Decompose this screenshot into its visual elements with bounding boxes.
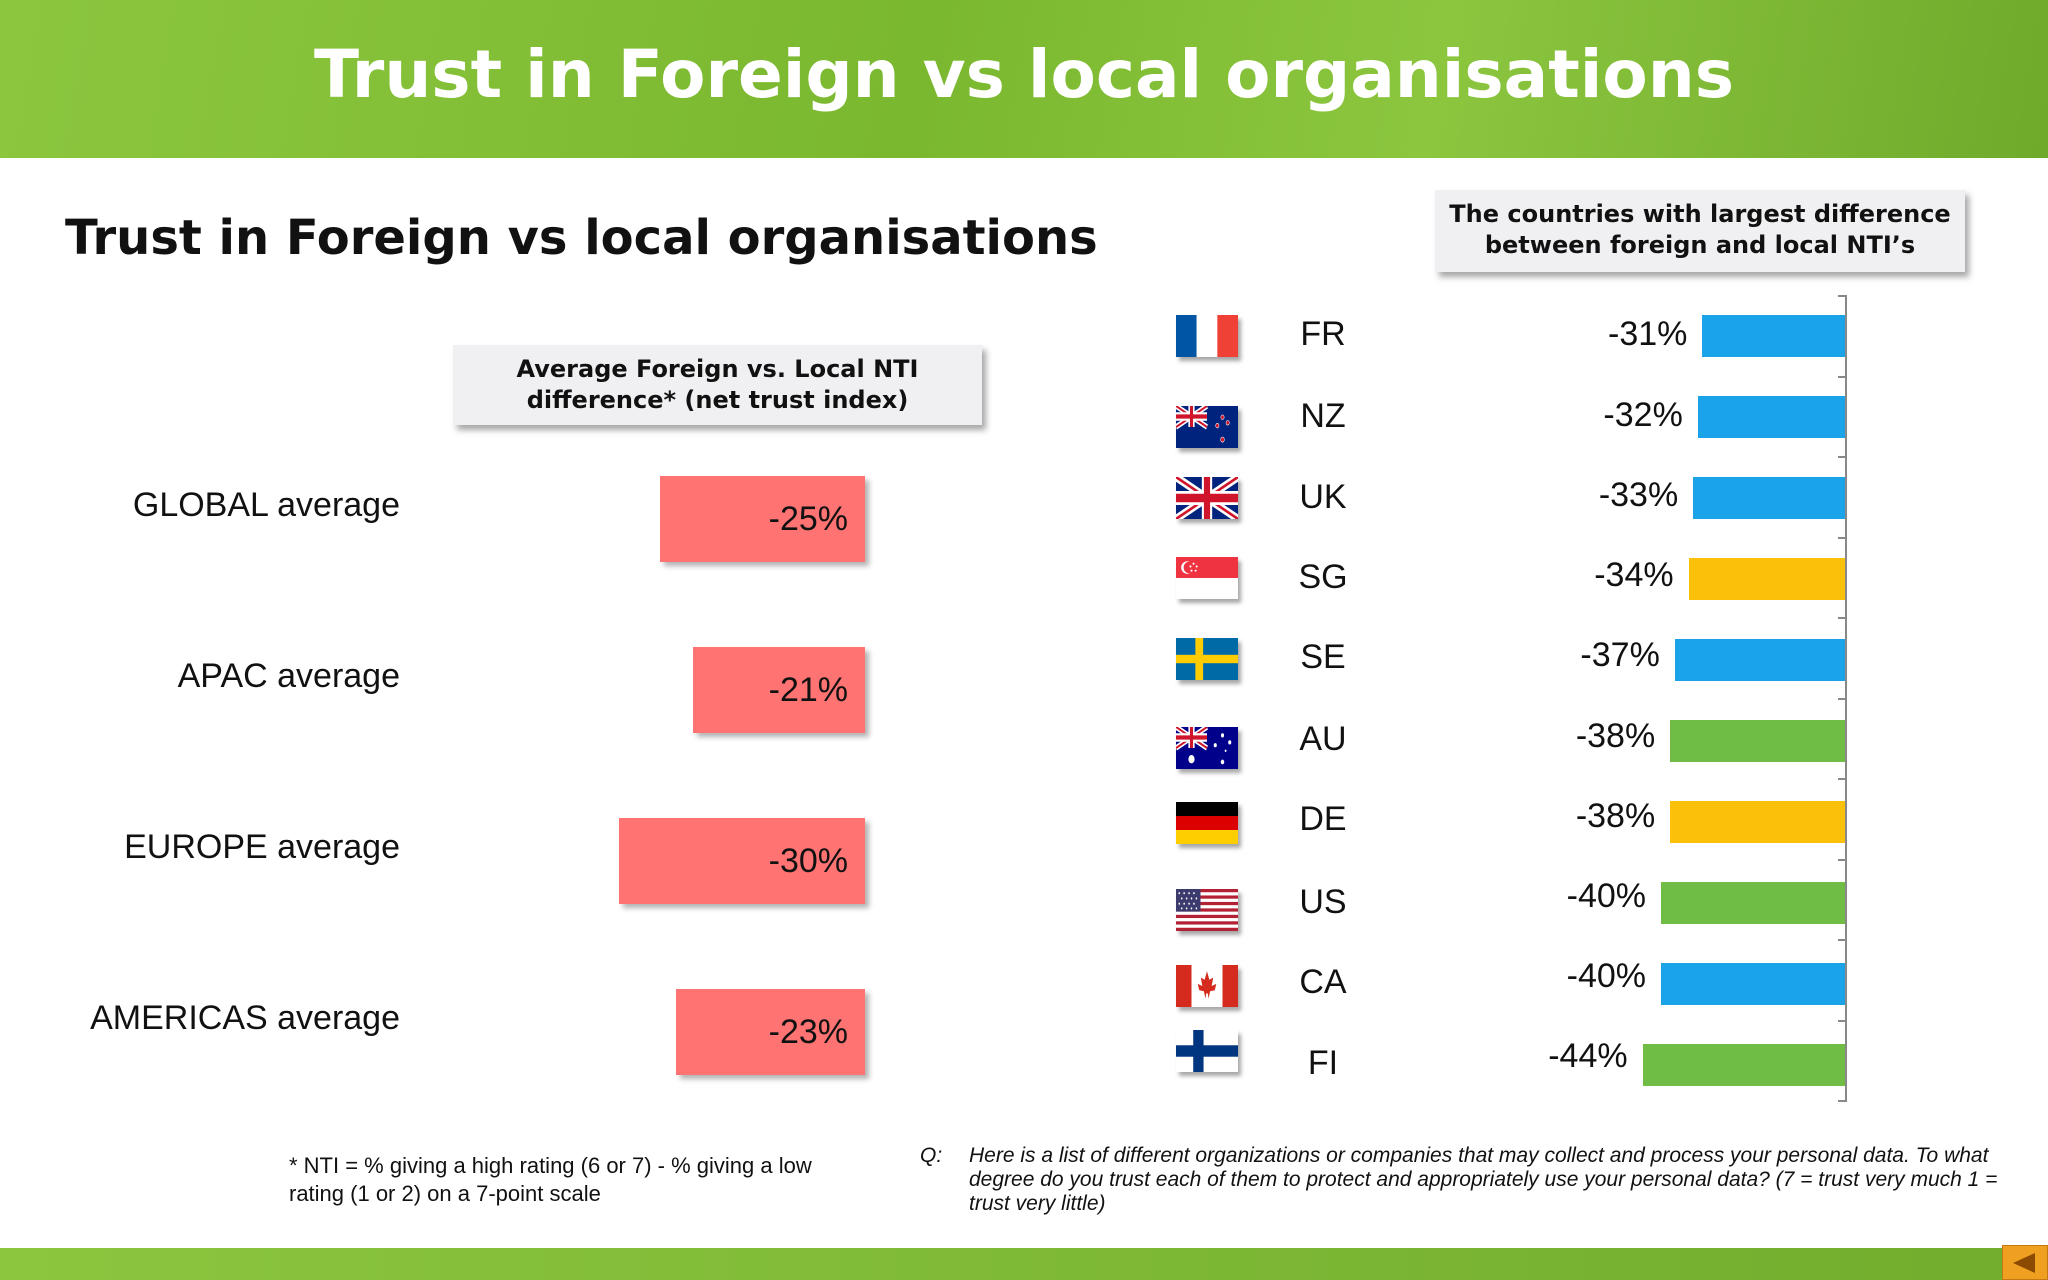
region-bar bbox=[619, 818, 865, 904]
country-code: UK bbox=[1299, 478, 1347, 516]
axis-tick bbox=[1838, 456, 1847, 458]
country-bar bbox=[1670, 720, 1845, 762]
previous-slide-button[interactable] bbox=[2002, 1245, 2048, 1280]
sweden-flag-icon bbox=[1176, 638, 1238, 680]
region-value-label: -25% bbox=[768, 500, 848, 538]
country-bar bbox=[1674, 639, 1845, 681]
country-bar bbox=[1670, 801, 1845, 843]
regional-callout-line1: Average Foreign vs. Local NTI bbox=[516, 355, 919, 383]
country-callout-line1: The countries with largest difference bbox=[1449, 200, 1951, 228]
country-bar bbox=[1642, 1044, 1845, 1086]
country-code: SG bbox=[1298, 558, 1348, 596]
finland-flag-icon bbox=[1176, 1030, 1238, 1072]
country-code: DE bbox=[1299, 800, 1347, 838]
country-bar bbox=[1697, 396, 1845, 438]
country-bar bbox=[1661, 963, 1845, 1005]
canada-flag-icon bbox=[1176, 965, 1238, 1007]
axis-tick bbox=[1838, 295, 1847, 297]
axis-tick bbox=[1838, 536, 1847, 539]
country-code: AU bbox=[1299, 720, 1347, 758]
question-label: Q: bbox=[920, 1144, 943, 1167]
region-bar bbox=[692, 647, 865, 733]
region-value-label: -21% bbox=[768, 671, 848, 709]
regional-callout-line2: difference* (net trust index) bbox=[526, 386, 909, 414]
region-label: APAC average bbox=[177, 657, 400, 695]
country-code: NZ bbox=[1300, 397, 1346, 435]
singapore-flag-icon bbox=[1176, 557, 1238, 599]
country-value-label: -31% bbox=[1608, 315, 1688, 353]
country-bar bbox=[1661, 882, 1845, 924]
uk-flag-icon bbox=[1176, 477, 1238, 519]
footer-bar bbox=[0, 1248, 2048, 1280]
country-value-label: -38% bbox=[1575, 717, 1656, 755]
region-bar bbox=[676, 989, 865, 1075]
banner-title: Trust in Foreign vs local organisations bbox=[314, 36, 1734, 113]
country-callout-line2: between foreign and local NTI’s bbox=[1484, 231, 1916, 259]
country-value-label: -40% bbox=[1566, 957, 1646, 995]
region-label: EUROPE average bbox=[124, 828, 400, 866]
question-text: Here is a list of different organization… bbox=[969, 1144, 1998, 1215]
country-bar bbox=[1693, 477, 1845, 519]
axis-tick bbox=[1838, 1019, 1847, 1022]
country-value-label: -40% bbox=[1566, 877, 1646, 915]
axis-tick bbox=[1838, 617, 1847, 619]
france-flag-icon bbox=[1176, 315, 1238, 357]
country-code: CA bbox=[1299, 963, 1347, 1001]
country-code: FI bbox=[1307, 1044, 1339, 1082]
nti-footnote: * NTI = % giving a high rating (6 or 7) … bbox=[289, 1153, 812, 1206]
country-bar bbox=[1688, 558, 1845, 600]
axis-tick bbox=[1838, 1100, 1847, 1102]
axis-tick bbox=[1838, 939, 1847, 941]
axis-tick bbox=[1838, 697, 1847, 700]
regional-chart-callout: Average Foreign vs. Local NTI difference… bbox=[453, 345, 982, 425]
country-value-label: -34% bbox=[1594, 556, 1674, 594]
country-value-label: -38% bbox=[1575, 797, 1656, 835]
region-label: AMERICAS average bbox=[90, 999, 400, 1037]
region-bar bbox=[660, 476, 865, 562]
axis-tick bbox=[1838, 778, 1847, 780]
australia-flag-icon bbox=[1176, 727, 1238, 769]
country-chart-callout: The countries with largest difference be… bbox=[1435, 190, 1965, 272]
country-bar bbox=[1702, 315, 1845, 357]
country-value-label: -44% bbox=[1548, 1037, 1628, 1075]
title-banner: Trust in Foreign vs local organisations bbox=[0, 0, 2048, 158]
region-value-label: -23% bbox=[768, 1013, 848, 1051]
country-value-label: -37% bbox=[1580, 636, 1660, 674]
region-label: GLOBAL average bbox=[132, 486, 400, 524]
country-code: SE bbox=[1300, 638, 1346, 676]
region-value-label: -30% bbox=[768, 842, 848, 880]
axis-tick bbox=[1838, 375, 1847, 378]
country-value-label: -32% bbox=[1603, 396, 1683, 434]
usa-flag-icon bbox=[1176, 889, 1238, 931]
axis-tick bbox=[1838, 858, 1847, 861]
country-code: FR bbox=[1300, 315, 1346, 353]
germany-flag-icon bbox=[1176, 802, 1238, 844]
slide-subtitle: Trust in Foreign vs local organisations bbox=[65, 210, 1098, 266]
country-value-label: -33% bbox=[1598, 476, 1679, 514]
new-zealand-flag-icon bbox=[1176, 406, 1238, 448]
country-code: US bbox=[1299, 883, 1347, 921]
